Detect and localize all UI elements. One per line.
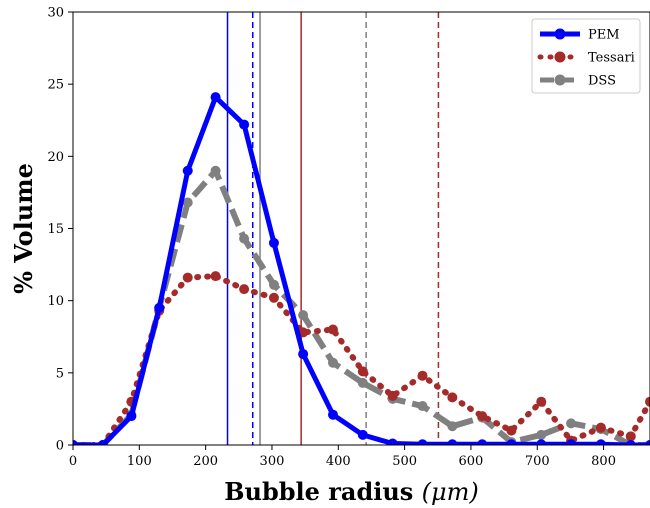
data-point xyxy=(210,165,221,176)
x-tick-label: 700 xyxy=(525,454,550,469)
y-tick-label: 25 xyxy=(47,78,64,93)
data-point xyxy=(595,439,606,445)
data-point xyxy=(387,390,398,401)
data-point xyxy=(477,439,488,445)
data-point xyxy=(126,411,137,422)
data-point xyxy=(182,197,193,208)
data-point xyxy=(536,396,547,407)
data-point xyxy=(506,439,517,445)
data-point xyxy=(417,370,428,381)
x-axis-title-text: Bubble radius xyxy=(224,477,413,506)
legend-label: PEM xyxy=(588,28,620,43)
data-point xyxy=(645,396,650,407)
y-tick-label: 15 xyxy=(47,222,64,237)
x-tick-label: 400 xyxy=(326,454,351,469)
data-point xyxy=(506,425,517,436)
x-tick-label: 100 xyxy=(127,454,152,469)
data-point xyxy=(357,366,368,377)
legend-marker xyxy=(554,74,566,86)
data-point xyxy=(566,418,577,429)
x-tick-label: 500 xyxy=(392,454,417,469)
data-point xyxy=(417,439,428,445)
data-point xyxy=(595,422,606,433)
legend: PEM Tessari DSS xyxy=(531,18,641,94)
data-point xyxy=(357,377,368,388)
y-axis: 0 5 10 15 20 25 30 xyxy=(47,6,73,454)
data-point xyxy=(625,440,636,445)
legend-label: DSS xyxy=(588,74,616,89)
data-point xyxy=(239,233,250,244)
data-point xyxy=(298,310,309,321)
y-tick-label: 0 xyxy=(56,439,64,454)
legend-marker xyxy=(554,51,566,63)
data-point xyxy=(239,119,250,130)
data-point xyxy=(182,272,193,283)
data-point xyxy=(447,421,458,432)
x-axis: 0 100 200 300 400 500 600 700 800 xyxy=(69,445,616,469)
reference-lines xyxy=(226,12,440,445)
y-tick-label: 10 xyxy=(47,294,64,309)
y-tick-label: 5 xyxy=(56,366,64,381)
data-point xyxy=(645,440,650,445)
x-axis-unit: (μm) xyxy=(422,478,479,506)
data-point xyxy=(566,439,577,445)
data-point xyxy=(327,357,338,368)
series-pem xyxy=(73,92,650,445)
y-tick-label: 30 xyxy=(47,6,64,21)
data-point xyxy=(97,440,108,445)
series-layer xyxy=(73,92,650,445)
data-point xyxy=(387,438,398,445)
data-point xyxy=(447,439,458,445)
data-point xyxy=(268,292,279,303)
data-point xyxy=(327,324,338,335)
x-axis-title: Bubble radius (μm) xyxy=(224,477,479,506)
data-point xyxy=(73,440,78,445)
data-point xyxy=(298,349,309,360)
data-point xyxy=(625,431,636,442)
data-point xyxy=(536,429,547,440)
y-tick-label: 20 xyxy=(47,150,64,165)
legend-marker xyxy=(554,28,566,40)
x-tick-label: 600 xyxy=(459,454,484,469)
data-point xyxy=(327,409,338,420)
series-line xyxy=(73,94,650,445)
series-tessari xyxy=(73,271,650,445)
data-point xyxy=(239,284,250,295)
data-point xyxy=(357,429,368,440)
x-tick-label: 300 xyxy=(260,454,285,469)
data-point xyxy=(210,92,221,103)
y-axis-title: % Volume xyxy=(9,163,38,294)
x-tick-label: 0 xyxy=(69,454,77,469)
data-point xyxy=(417,401,428,412)
data-point xyxy=(536,439,547,445)
data-point xyxy=(154,302,165,313)
x-tick-label: 200 xyxy=(193,454,218,469)
data-point xyxy=(268,279,279,290)
data-point xyxy=(447,392,458,403)
data-point xyxy=(268,237,279,248)
data-point xyxy=(210,271,221,282)
legend-label: Tessari xyxy=(588,51,635,66)
data-point xyxy=(182,165,193,176)
data-point xyxy=(477,411,488,422)
x-tick-label: 800 xyxy=(591,454,616,469)
